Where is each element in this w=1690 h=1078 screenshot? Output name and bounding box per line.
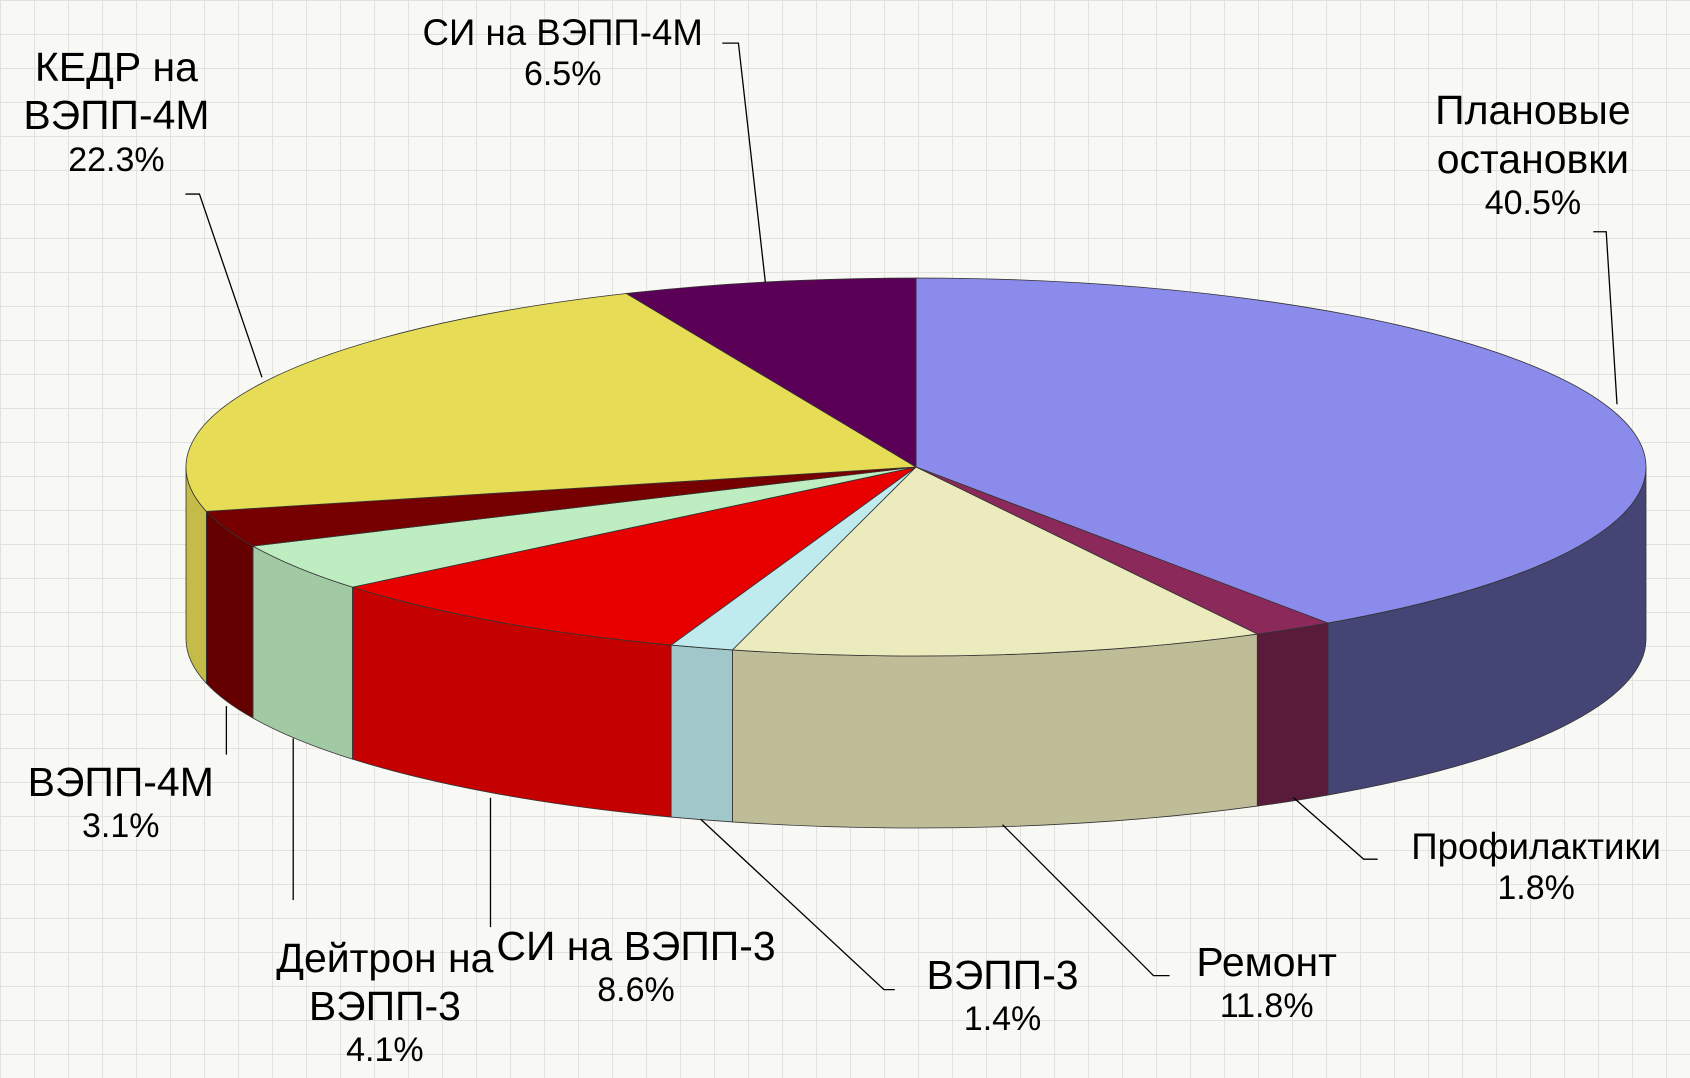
value-label: 1.8% [1497,868,1575,907]
slice-label: ВЭПП-3 1.4% [884,951,1121,1039]
slice [731,466,1259,657]
leader-line [700,818,895,991]
category-label: Плановые остановки [1435,87,1631,182]
slice-label: СИ на ВЭПП-3 8.6% [474,922,797,1010]
category-label: Профилактики [1411,825,1661,867]
slice [915,277,1647,624]
category-label: СИ на ВЭПП-4М [422,11,703,53]
leader-line [185,193,263,378]
slice-label: КЕДР на ВЭПП-4М 22.3% [0,43,240,180]
category-label: СИ на ВЭПП-3 [496,922,776,969]
category-label: Дейтрон на ВЭПП-3 [276,934,494,1029]
value-label: 22.3% [68,140,165,179]
slice-label: Ремонт 11.8% [1148,938,1385,1026]
slice [625,277,917,468]
slice-side [670,644,733,823]
slice [185,293,918,512]
category-label: КЕДР на ВЭПП-4М [23,44,210,139]
value-label: 3.1% [81,807,160,846]
leader-line [722,42,767,283]
slice-label: Профилактики 1.8% [1374,825,1690,908]
slice-label: Дейтрон на ВЭПП-3 4.1% [245,934,525,1071]
value-label: 1.4% [963,1000,1042,1039]
category-label: ВЭПП-3 [926,951,1079,998]
slice-side [1256,622,1329,807]
value-label: 8.6% [597,971,675,1010]
slice-label: ВЭПП-4М 3.1% [0,758,245,846]
slice-label: СИ на ВЭПП-4М 6.5% [390,11,735,94]
slice [251,466,917,588]
value-label: 11.8% [1219,987,1314,1026]
leader-line [1293,797,1378,860]
slice-label: Плановые остановки 40.5% [1393,86,1673,223]
slice-side [732,633,1258,829]
category-label: ВЭПП-4М [27,758,214,805]
value-label: 40.5% [1484,183,1582,222]
value-label: 4.1% [346,1031,424,1070]
leader-line [1002,824,1170,977]
slice [350,466,917,646]
category-label: Ремонт [1196,938,1337,985]
value-label: 6.5% [523,55,602,94]
leader-line [1593,231,1618,405]
